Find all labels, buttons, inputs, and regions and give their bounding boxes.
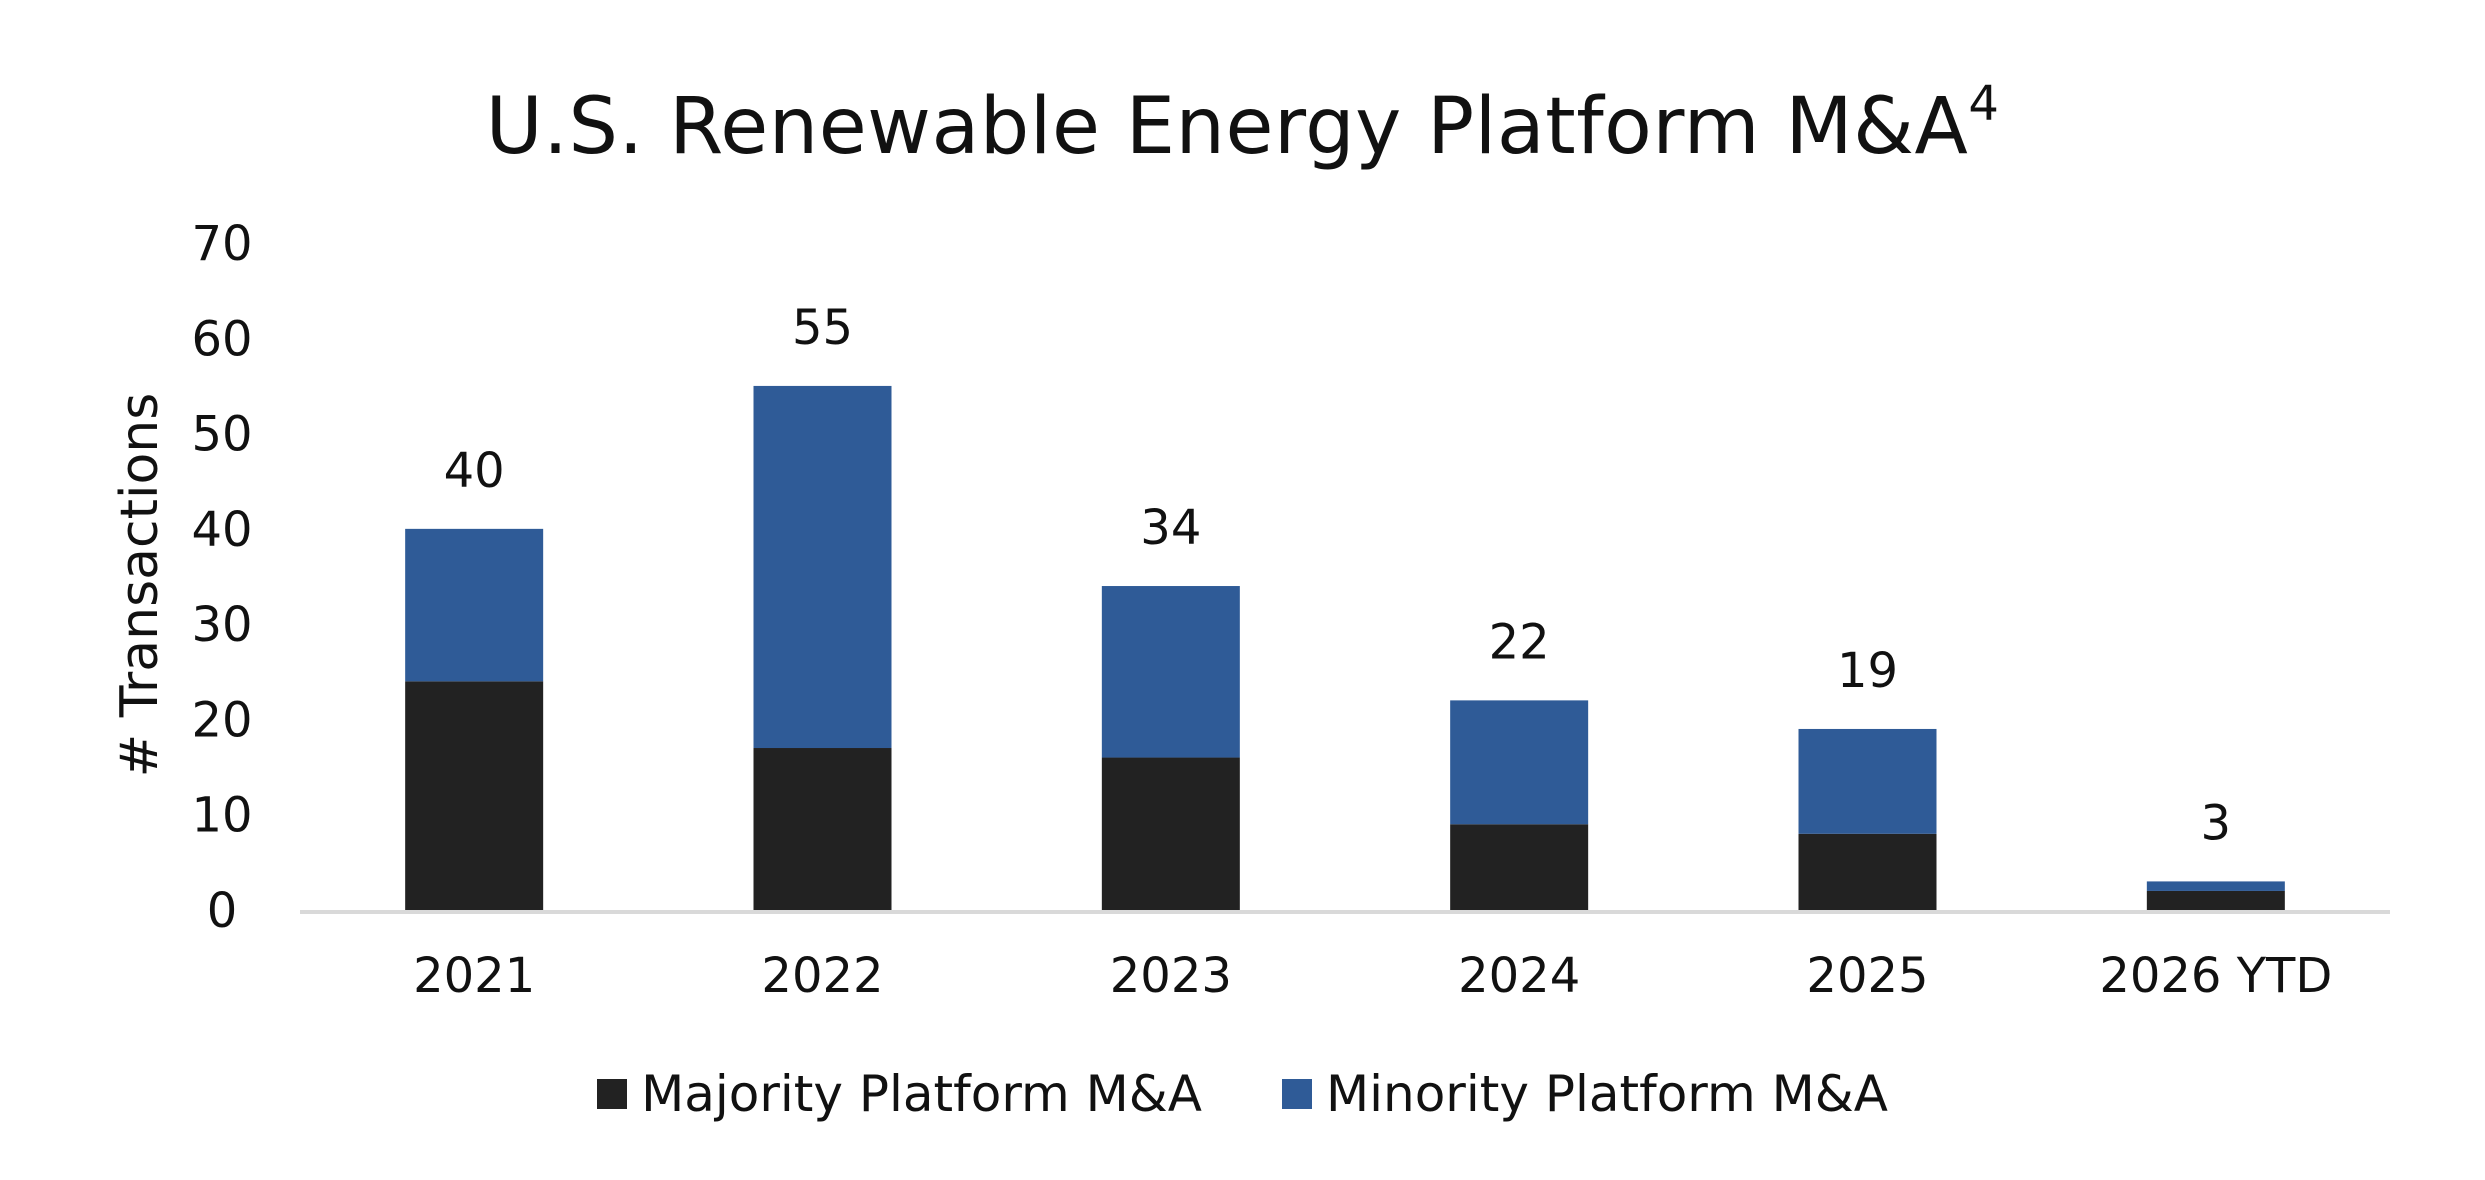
bar-majority (753, 748, 892, 910)
total-label: 22 (1489, 614, 1550, 670)
y-tick-label: 10 (191, 788, 252, 844)
chart-title-superscript: 4 (1968, 76, 2000, 132)
x-tick-label: 2022 (761, 948, 883, 1004)
chart-title: U.S. Renewable Energy Platform M&A4 (0, 76, 2485, 172)
y-axis-ticks: 0 10 20 30 40 50 60 70 (191, 216, 252, 939)
bars (405, 385, 2285, 910)
y-tick-label: 40 (191, 502, 252, 558)
x-axis-ticks: 2021 2022 2023 2024 2025 2026 YTD (413, 948, 2332, 1004)
total-label: 3 (2201, 795, 2232, 851)
legend-item-minority: Minority Platform M&A (1281, 1065, 1888, 1123)
bar-majority (1450, 824, 1589, 910)
bar-minority (1450, 700, 1589, 825)
y-tick-label: 30 (191, 597, 252, 653)
legend-swatch-minority (1281, 1079, 1312, 1109)
total-label: 19 (1837, 643, 1898, 699)
bar-majority (1101, 757, 1240, 910)
bar-majority (2146, 890, 2285, 910)
bar-minority (753, 385, 892, 749)
legend-item-majority: Majority Platform M&A (597, 1065, 1202, 1123)
y-tick-label: 0 (207, 883, 238, 939)
legend-label-majority: Majority Platform M&A (641, 1065, 1202, 1123)
x-tick-label: 2026 YTD (2099, 948, 2332, 1004)
y-tick-label: 20 (191, 692, 252, 748)
bar-minority (405, 528, 544, 682)
legend-swatch-majority (597, 1079, 628, 1109)
legend-label-minority: Minority Platform M&A (1325, 1065, 1888, 1123)
total-label: 40 (444, 443, 505, 499)
x-tick-label: 2025 (1806, 948, 1928, 1004)
bar-majority (405, 681, 544, 910)
x-tick-label: 2024 (1458, 948, 1580, 1004)
bar-minority (1101, 586, 1240, 758)
chart-title-text: U.S. Renewable Energy Platform M&A (485, 82, 1969, 172)
x-tick-label: 2023 (1110, 948, 1232, 1004)
total-label: 55 (792, 300, 853, 356)
total-labels: 40 55 34 22 19 3 (444, 300, 2231, 851)
y-tick-label: 70 (191, 216, 252, 272)
bar-majority (1798, 833, 1937, 910)
x-tick-label: 2021 (413, 948, 535, 1004)
bar-minority (2146, 881, 2285, 891)
legend: Majority Platform M&A Minority Platform … (0, 1065, 2485, 1123)
bar-minority (1798, 728, 1937, 834)
y-tick-label: 50 (191, 407, 252, 463)
y-tick-label: 60 (191, 311, 252, 367)
total-label: 34 (1140, 500, 1201, 556)
